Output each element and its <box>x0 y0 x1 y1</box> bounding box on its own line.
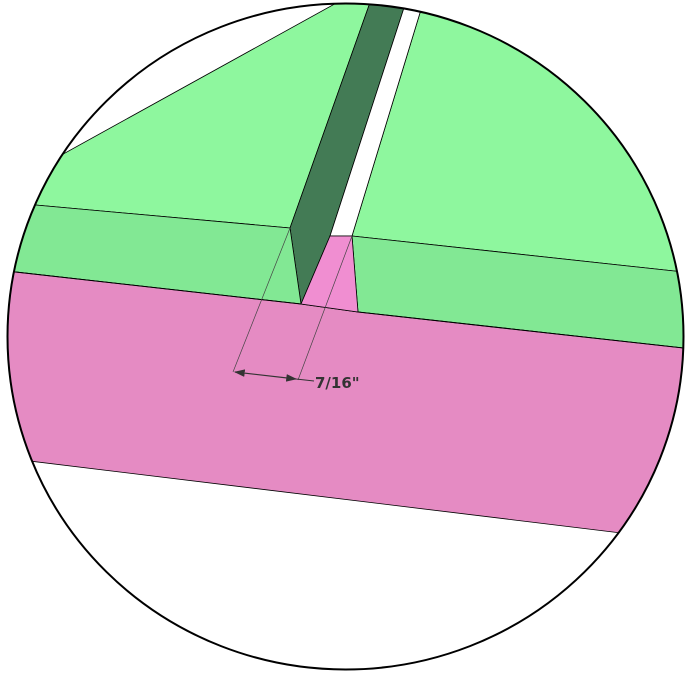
dimension-extension-right <box>297 235 353 381</box>
right-board-bottom-edge <box>357 311 684 353</box>
detail-contents: 7/16" <box>7 3 684 546</box>
dimension-label: 7/16" <box>315 374 360 392</box>
left-board-bottom-edge <box>7 267 302 305</box>
dimension-extension-left <box>232 227 291 373</box>
dimension-arrow-line <box>233 369 298 382</box>
detail-circle-outline <box>6 2 685 671</box>
dimension-leader <box>295 378 315 382</box>
